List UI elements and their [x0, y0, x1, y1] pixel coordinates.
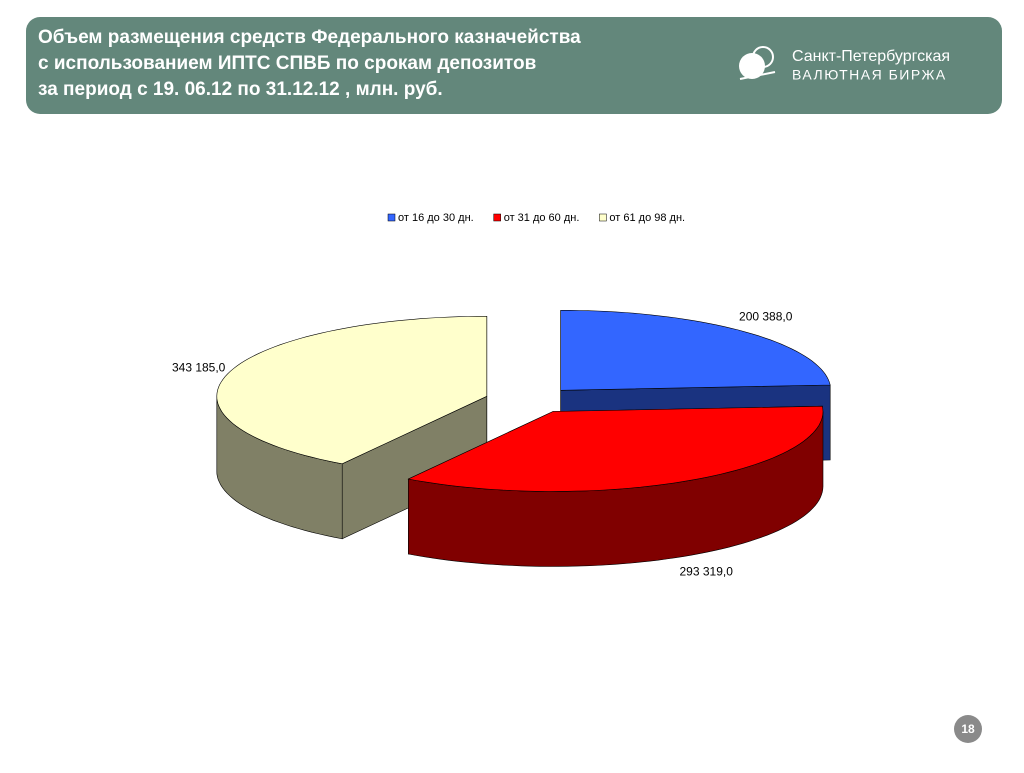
chart-title: с использованием ИПТС СПВБ по срокам деп… [38, 53, 536, 74]
slice [216, 315, 488, 465]
legend-swatch [599, 213, 607, 222]
legend-label: от 31 до 60 дн. [504, 212, 580, 224]
slice [560, 309, 831, 391]
data-label: 343 185,0 [172, 361, 226, 375]
data-label: 200 388,0 [739, 309, 793, 323]
chart-title: за период с 19. 06.12 по 31.12.12 , млн.… [38, 79, 443, 100]
logo-icon [739, 46, 776, 80]
page-number: 18 [961, 722, 975, 736]
legend-swatch [387, 213, 396, 222]
data-label: 293 319,0 [680, 565, 734, 579]
legend-label: от 16 до 30 дн. [398, 212, 474, 224]
chart-title: Объем размещения средств Федерального ка… [38, 27, 581, 48]
logo-text: Санкт-Петербургская [792, 48, 950, 65]
legend-swatch [493, 213, 501, 222]
logo-text: ВАЛЮТНАЯ БИРЖА [792, 67, 947, 83]
legend-label: от 61 до 98 дн. [609, 212, 685, 224]
header-bar [26, 17, 1002, 114]
pie-chart: от 16 до 30 дн. от 31 до 60 дн. от 61 до 9… [172, 212, 831, 579]
slice [407, 405, 824, 492]
page-number-badge [954, 715, 982, 743]
